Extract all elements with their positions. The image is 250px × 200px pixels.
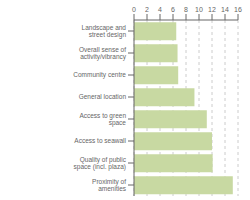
- svg-text:Access to seawall: Access to seawall: [74, 137, 126, 144]
- svg-text:Landscape andstreet design: Landscape andstreet design: [82, 24, 127, 38]
- svg-text:6: 6: [171, 6, 175, 13]
- svg-text:Community centre: Community centre: [73, 71, 126, 79]
- svg-text:General location: General location: [79, 93, 127, 100]
- svg-text:Access to greenspace: Access to greenspace: [79, 112, 126, 127]
- svg-text:4: 4: [158, 6, 162, 13]
- svg-text:Quality of publicspace (incl.: Quality of publicspace (incl. plaza): [74, 156, 127, 171]
- svg-text:12: 12: [208, 6, 216, 13]
- svg-text:16: 16: [234, 6, 242, 13]
- svg-text:8: 8: [184, 6, 188, 13]
- svg-text:Overall sense ofactivity/vibra: Overall sense ofactivity/vibrancy: [79, 46, 127, 61]
- svg-text:0: 0: [132, 6, 136, 13]
- svg-text:2: 2: [145, 6, 149, 13]
- svg-text:10: 10: [195, 6, 203, 13]
- svg-text:Proximity ofamenities: Proximity ofamenities: [92, 178, 127, 192]
- svg-text:14: 14: [221, 6, 229, 13]
